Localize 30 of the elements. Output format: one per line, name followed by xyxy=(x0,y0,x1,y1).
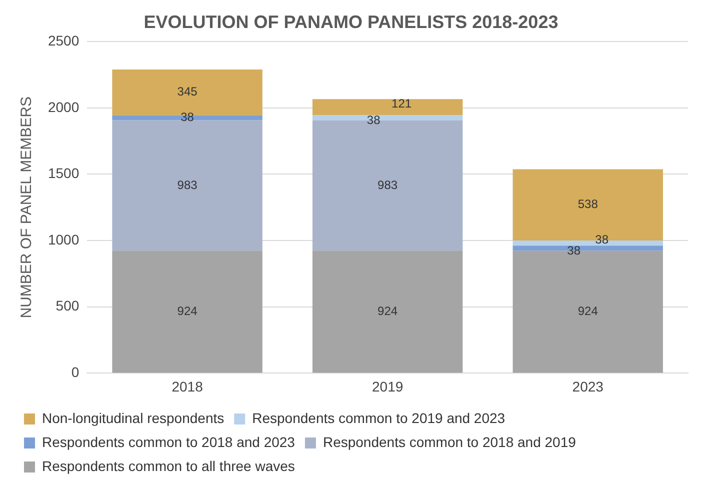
bar xyxy=(312,99,463,116)
x-tick-label: 2019 xyxy=(372,378,404,394)
chart-title: EVOLUTION OF PANAMO PANELISTS 2018-2023 xyxy=(144,12,558,32)
data-label: 121 xyxy=(392,96,412,111)
data-label: 924 xyxy=(177,304,198,318)
y-tick-label: 2500 xyxy=(48,32,80,48)
data-label: 38 xyxy=(366,113,381,128)
x-tick-label: 2018 xyxy=(172,378,204,394)
data-label: 924 xyxy=(578,304,598,318)
y-tick-label: 1500 xyxy=(48,165,80,182)
data-label: 983 xyxy=(177,178,198,192)
data-label: 983 xyxy=(378,178,398,192)
bar xyxy=(112,120,262,251)
bar xyxy=(112,250,262,373)
legend-label: Non-longitudinal respondents xyxy=(42,410,224,426)
data-label: 538 xyxy=(578,197,598,212)
bar xyxy=(312,250,463,373)
y-tick-label: 500 xyxy=(56,298,80,314)
legend-label: Respondents common to 2018 and 2023 xyxy=(42,434,296,450)
y-axis-title: NUMBER OF PANEL MEMBERS xyxy=(18,96,36,318)
y-tick-label: 0 xyxy=(71,364,80,380)
legend-label: Respondents common to all three waves xyxy=(42,458,295,474)
y-tick-label: 1000 xyxy=(48,231,80,248)
legend-label: Respondents common to 2018 and 2019 xyxy=(322,434,576,450)
y-tick-label: 2000 xyxy=(48,98,80,115)
data-label: 345 xyxy=(177,84,198,99)
legend-label: Respondents common to 2019 and 2023 xyxy=(252,410,506,426)
x-tick-label: 2023 xyxy=(572,378,604,394)
data-label: 38 xyxy=(567,243,581,258)
data-label: 924 xyxy=(378,304,398,318)
